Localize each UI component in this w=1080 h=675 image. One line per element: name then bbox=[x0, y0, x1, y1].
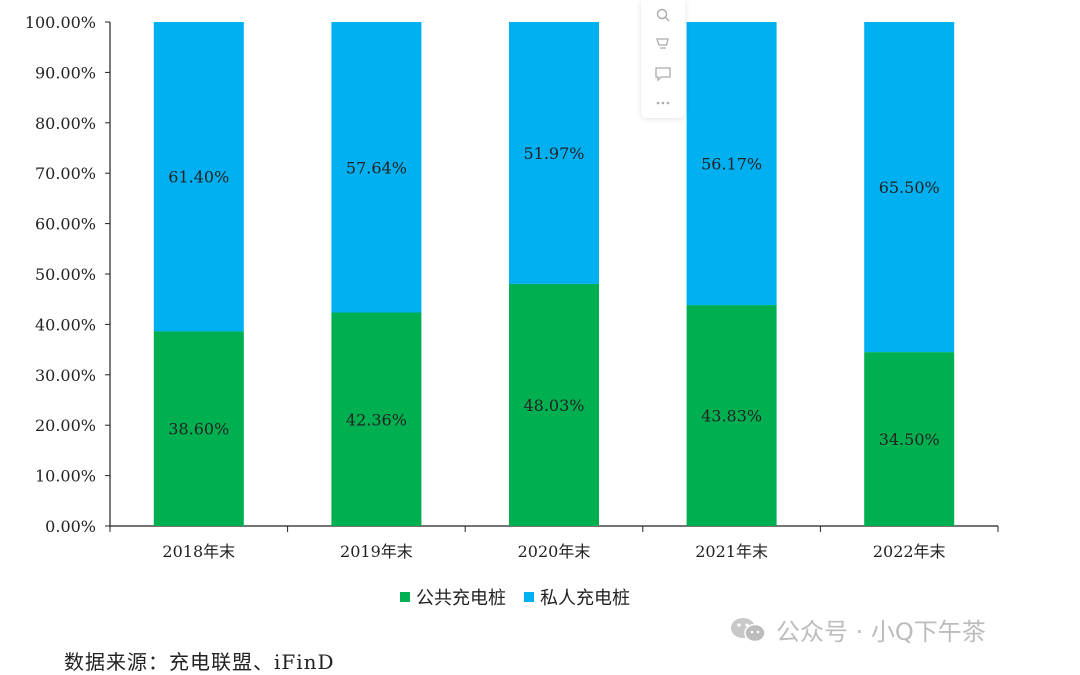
data-label: 61.40% bbox=[168, 168, 229, 187]
data-label: 65.50% bbox=[879, 178, 940, 197]
bar-public bbox=[509, 283, 599, 526]
y-tick-label: 100.00% bbox=[25, 13, 96, 32]
y-tick-label: 90.00% bbox=[35, 63, 96, 82]
bar-private bbox=[153, 22, 244, 332]
y-tick-label: 80.00% bbox=[35, 114, 96, 133]
data-label: 48.03% bbox=[523, 396, 584, 415]
bar-private bbox=[509, 22, 599, 284]
bar-private bbox=[864, 22, 955, 353]
data-label: 42.36% bbox=[346, 410, 407, 429]
watermark-text: 公众号 · 小Q下午茶 bbox=[776, 618, 986, 646]
search-icon[interactable] bbox=[653, 5, 673, 25]
source-note: 数据来源：充电联盟、iFinD bbox=[64, 650, 335, 674]
chart-legend: 公共充电桩 私人充电桩 bbox=[400, 584, 630, 610]
x-tick-label: 2020年末 bbox=[518, 542, 591, 561]
bar-private bbox=[686, 22, 777, 306]
bar-public bbox=[686, 305, 777, 526]
comment-icon[interactable] bbox=[653, 64, 673, 84]
x-tick-label: 2021年末 bbox=[695, 542, 768, 561]
y-tick-label: 20.00% bbox=[35, 416, 96, 435]
x-tick-label: 2018年末 bbox=[162, 542, 235, 561]
y-tick-label: 40.00% bbox=[35, 315, 96, 334]
data-label: 43.83% bbox=[701, 407, 762, 426]
legend-item-private: 私人充电桩 bbox=[524, 584, 630, 610]
bar-public bbox=[331, 312, 422, 526]
y-tick-label: 30.00% bbox=[35, 366, 96, 385]
legend-swatch-private bbox=[524, 592, 534, 602]
y-tick-label: 0.00% bbox=[45, 517, 96, 536]
legend-swatch-public bbox=[400, 592, 410, 602]
watermark: 公众号 · 小Q下午茶 bbox=[728, 612, 986, 647]
legend-item-public: 公共充电桩 bbox=[400, 584, 506, 610]
more-icon[interactable] bbox=[653, 93, 673, 113]
y-tick-label: 10.00% bbox=[35, 467, 96, 486]
legend-label-private: 私人充电桩 bbox=[540, 588, 630, 609]
floating-toolbar bbox=[641, 0, 685, 118]
y-tick-label: 60.00% bbox=[35, 215, 96, 234]
data-label: 38.60% bbox=[168, 420, 229, 439]
y-tick-label: 70.00% bbox=[35, 164, 96, 183]
data-label: 56.17% bbox=[701, 155, 762, 174]
x-tick-label: 2019年末 bbox=[340, 542, 413, 561]
bar-public bbox=[153, 331, 244, 526]
wechat-icon bbox=[731, 617, 766, 642]
data-label: 57.64% bbox=[346, 158, 407, 177]
bar-private bbox=[331, 22, 422, 313]
y-tick-label: 50.00% bbox=[35, 265, 96, 284]
bar-public bbox=[864, 352, 955, 526]
data-label: 34.50% bbox=[879, 430, 940, 449]
cart-icon[interactable] bbox=[653, 34, 673, 54]
x-tick-label: 2022年末 bbox=[873, 542, 946, 561]
data-label: 51.97% bbox=[523, 144, 584, 163]
legend-label-public: 公共充电桩 bbox=[416, 588, 506, 609]
